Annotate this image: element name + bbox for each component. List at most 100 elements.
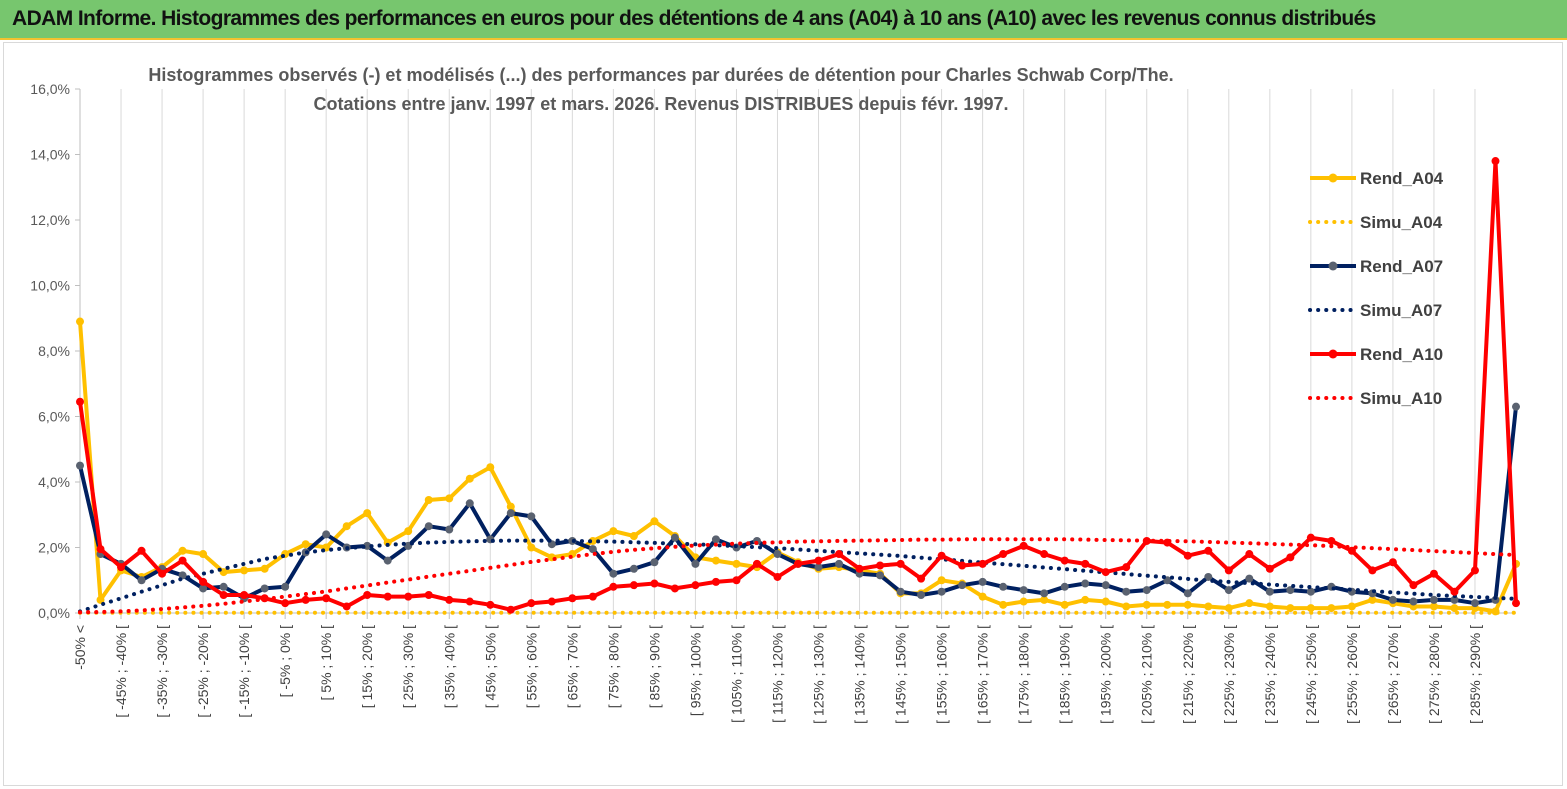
data-point-rend-a04: [1101, 597, 1110, 606]
data-point-rend-a04: [445, 494, 454, 503]
data-point-rend-a07: [1470, 599, 1479, 608]
data-point-rend-a10: [1081, 559, 1090, 568]
chart-title-line-2: Cotations entre janv. 1997 et mars. 2026…: [314, 94, 1009, 114]
data-point-rend-a07: [383, 556, 392, 565]
data-point-rend-a10: [1450, 587, 1459, 596]
data-point-rend-a07: [937, 587, 946, 596]
data-point-rend-a10: [158, 569, 167, 578]
data-point-rend-a10: [465, 597, 474, 606]
data-point-rend-a10: [1245, 550, 1254, 559]
data-point-rend-a10: [1491, 157, 1500, 166]
data-point-rend-a04: [76, 317, 84, 326]
legend-marker: [1328, 349, 1338, 359]
legend: Rend_A04 Simu_A04 Rend_A07 Simu_A07 Rend_A10…: [1308, 169, 1444, 408]
data-point-rend-a07: [527, 512, 536, 521]
data-point-rend-a10: [1019, 541, 1028, 550]
data-point-rend-a04: [424, 496, 433, 505]
legend-label: Rend_A10: [1360, 345, 1443, 364]
data-point-rend-a10: [199, 577, 208, 586]
y-tick-label: 14,0%: [30, 147, 70, 163]
x-tick-label: [ -25% ; -20% [: [195, 625, 211, 718]
data-point-rend-a04: [96, 595, 105, 604]
data-point-rend-a04: [527, 543, 536, 552]
data-point-rend-a07: [199, 584, 208, 593]
data-point-rend-a10: [732, 576, 741, 585]
data-point-rend-a04: [260, 564, 269, 573]
data-point-rend-a07: [917, 590, 926, 599]
data-point-rend-a10: [445, 595, 454, 604]
data-point-rend-a04: [1286, 604, 1295, 613]
legend-label: Rend_A04: [1360, 169, 1444, 188]
data-point-rend-a10: [876, 561, 885, 570]
report-banner: ADAM Informe. Histogrammes des performan…: [0, 0, 1567, 40]
data-point-rend-a10: [404, 592, 413, 601]
data-point-rend-a04: [342, 522, 351, 531]
data-point-rend-a04: [650, 517, 659, 526]
x-tick-label: [ 115% ; 120% [: [769, 625, 785, 723]
x-tick-label: [ 265% ; 270% [: [1385, 625, 1401, 724]
data-point-rend-a10: [773, 572, 782, 581]
data-point-rend-a10: [978, 559, 987, 568]
data-point-rend-a07: [424, 522, 433, 531]
x-tick-label: [ 185% ; 190% [: [1057, 625, 1073, 724]
y-tick-label: 8,0%: [38, 343, 70, 359]
data-point-rend-a04: [1306, 604, 1315, 613]
data-point-rend-a10: [1286, 553, 1295, 562]
data-point-rend-a10: [835, 550, 844, 559]
x-tick-label: [ 215% ; 220% [: [1180, 625, 1196, 724]
data-point-rend-a04: [1183, 600, 1192, 609]
x-tick-label: [ 245% ; 250% [: [1303, 625, 1319, 724]
x-tick-label: [ 35% ; 40% [: [441, 625, 457, 708]
data-point-rend-a10: [527, 599, 536, 608]
data-point-rend-a07: [1450, 595, 1459, 604]
data-point-rend-a07: [1306, 587, 1315, 596]
data-point-rend-a07: [609, 569, 618, 578]
data-point-rend-a10: [178, 556, 187, 565]
data-point-rend-a10: [917, 574, 926, 583]
data-point-rend-a07: [1409, 597, 1418, 606]
data-point-rend-a10: [1327, 536, 1336, 545]
x-tick-label: [ 65% ; 70% [: [564, 625, 580, 708]
x-tick-label: -50% <: [72, 625, 88, 670]
x-tick-label: [ -35% ; -30% [: [154, 625, 170, 718]
data-point-rend-a04: [404, 527, 413, 536]
data-point-rend-a10: [711, 577, 720, 586]
report-title: ADAM Informe. Histogrammes des performan…: [12, 7, 1376, 30]
data-point-rend-a07: [670, 533, 679, 542]
data-point-rend-a04: [1204, 602, 1213, 611]
data-point-rend-a07: [1224, 586, 1233, 595]
data-point-rend-a07: [896, 587, 905, 596]
data-point-rend-a04: [937, 576, 946, 585]
x-tick-label: [ 75% ; 80% [: [605, 625, 621, 708]
data-point-rend-a07: [1388, 595, 1397, 604]
data-point-rend-a10: [958, 561, 967, 570]
data-point-rend-a04: [363, 509, 372, 518]
data-point-rend-a10: [240, 590, 249, 599]
data-point-rend-a04: [301, 540, 310, 549]
x-tick-label: [ 255% ; 260% [: [1344, 625, 1360, 724]
data-point-rend-a07: [322, 530, 331, 539]
data-point-rend-a04: [1368, 595, 1377, 604]
data-point-rend-a10: [301, 595, 310, 604]
data-point-rend-a10: [1368, 566, 1377, 575]
y-tick-label: 12,0%: [30, 212, 70, 228]
performance-histogram-chart: -50% < [ -45% ; -40% [[ -35% ; -30% [[ -2…: [30, 65, 1520, 724]
series-line-rend-a07: [78, 406, 1518, 606]
x-tick-label: [ 5% ; 10% [: [318, 625, 334, 701]
data-point-rend-a10: [814, 556, 823, 565]
x-tick-label: [ 285% ; 290% [: [1467, 625, 1483, 724]
data-point-rend-a10: [547, 597, 556, 606]
data-point-rend-a10: [322, 594, 331, 603]
data-point-rend-a10: [855, 564, 864, 573]
data-point-rend-a10: [588, 592, 597, 601]
data-point-rend-a04: [609, 527, 618, 536]
x-tick-label: [ 145% ; 150% [: [893, 625, 909, 724]
data-point-rend-a04: [465, 474, 474, 483]
data-point-rend-a04: [240, 566, 249, 575]
data-point-rend-a07: [1429, 595, 1438, 604]
data-point-rend-a07: [1060, 582, 1069, 591]
data-point-rend-a04: [1122, 602, 1131, 611]
data-point-rend-a07: [1512, 402, 1520, 411]
y-tick-label: 2,0%: [38, 540, 70, 556]
data-point-rend-a07: [1204, 572, 1213, 581]
